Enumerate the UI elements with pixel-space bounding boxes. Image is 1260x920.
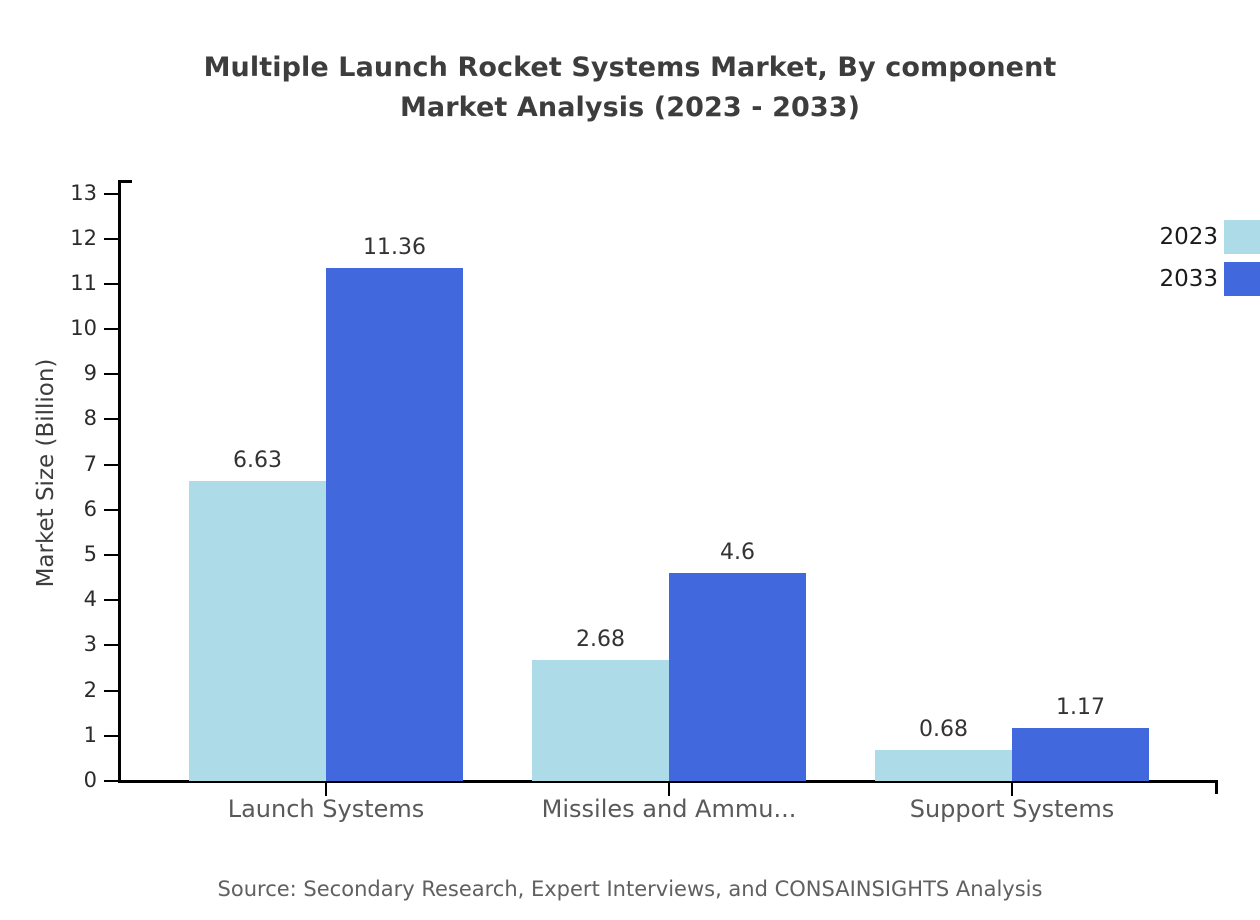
x-axis-spine [118,780,1218,783]
bar-value-label: 2.68 [576,626,625,652]
y-axis-tick-label: 13 [70,180,97,205]
bar-2033-2[interactable] [669,573,806,781]
x-axis-category-label: Launch Systems [227,795,425,823]
y-axis-tick [104,463,118,466]
bar-value-label: 11.36 [363,234,426,260]
y-axis-tick-label: 9 [83,361,97,386]
bar-value-label: 1.17 [1056,695,1105,721]
legend-item-2023[interactable]: 2023 [1100,220,1260,254]
bar-2023-1[interactable] [189,481,326,781]
y-axis-tick [104,373,118,376]
y-axis-top-cap [118,180,132,183]
y-axis-tick-label: 12 [70,225,97,250]
x-axis-tick [1011,783,1013,796]
x-axis-tick [668,783,670,796]
chart-title: Multiple Launch Rocket Systems Market, B… [0,48,1260,128]
y-axis-spine [118,180,121,783]
y-axis-tick [104,554,118,557]
legend-item-2033[interactable]: 2033 [1100,262,1260,296]
chart-title-line-2: Market Analysis (2023 - 2033) [399,92,861,123]
bar-value-label: 4.6 [720,540,755,566]
bar-value-label: 0.68 [919,717,968,743]
bar-2033-3[interactable] [1012,728,1149,781]
y-axis-tick-label: 11 [70,270,97,295]
bar-value-label: 6.63 [233,448,282,474]
x-axis-category-label: Missiles and Ammu... [541,795,797,823]
chart-title-line-1: Multiple Launch Rocket Systems Market, B… [203,52,1057,83]
bar-2023-2[interactable] [532,659,669,781]
x-axis-category-label: Support Systems [909,795,1115,823]
legend-label-2033: 2033 [1159,266,1218,292]
y-axis-tick-label: 3 [83,632,97,657]
y-axis-tick [104,192,118,195]
y-axis-tick-label: 1 [83,722,97,747]
y-axis-tick-label: 5 [83,542,97,567]
y-axis-tick [104,508,118,511]
bars-layer: 6.63 11.36 2.68 4.6 0.68 1.17 [0,180,1260,781]
y-axis-tick [104,599,118,602]
y-axis-tick-label: 6 [83,496,97,521]
y-axis-tick [104,328,118,331]
legend-label-2023: 2023 [1159,224,1218,250]
legend-swatch-2033 [1224,262,1260,296]
y-axis-tick [104,689,118,692]
chart-legend: 2023 2033 [1100,215,1260,305]
y-axis-tick-label: 0 [83,768,97,792]
y-axis-tick [104,780,118,782]
y-axis-tick [104,644,118,647]
y-axis-tick [104,734,118,737]
y-axis-tick-label: 10 [70,316,97,341]
y-axis-tick-label: 8 [83,406,97,431]
y-axis-tick [104,418,118,421]
legend-swatch-2023 [1224,220,1260,254]
y-axis-tick-label: 7 [83,451,97,476]
y-axis-tick [104,282,118,285]
source-note: Source: Secondary Research, Expert Inter… [217,877,1043,901]
bar-2023-3[interactable] [875,750,1012,781]
x-axis-end-cap [1215,780,1218,794]
bar-2033-1[interactable] [326,267,463,781]
x-axis-tick [325,783,327,796]
y-axis-tick [104,237,118,240]
y-axis-tick-label: 4 [83,587,97,612]
y-axis-tick-label: 2 [83,677,97,702]
